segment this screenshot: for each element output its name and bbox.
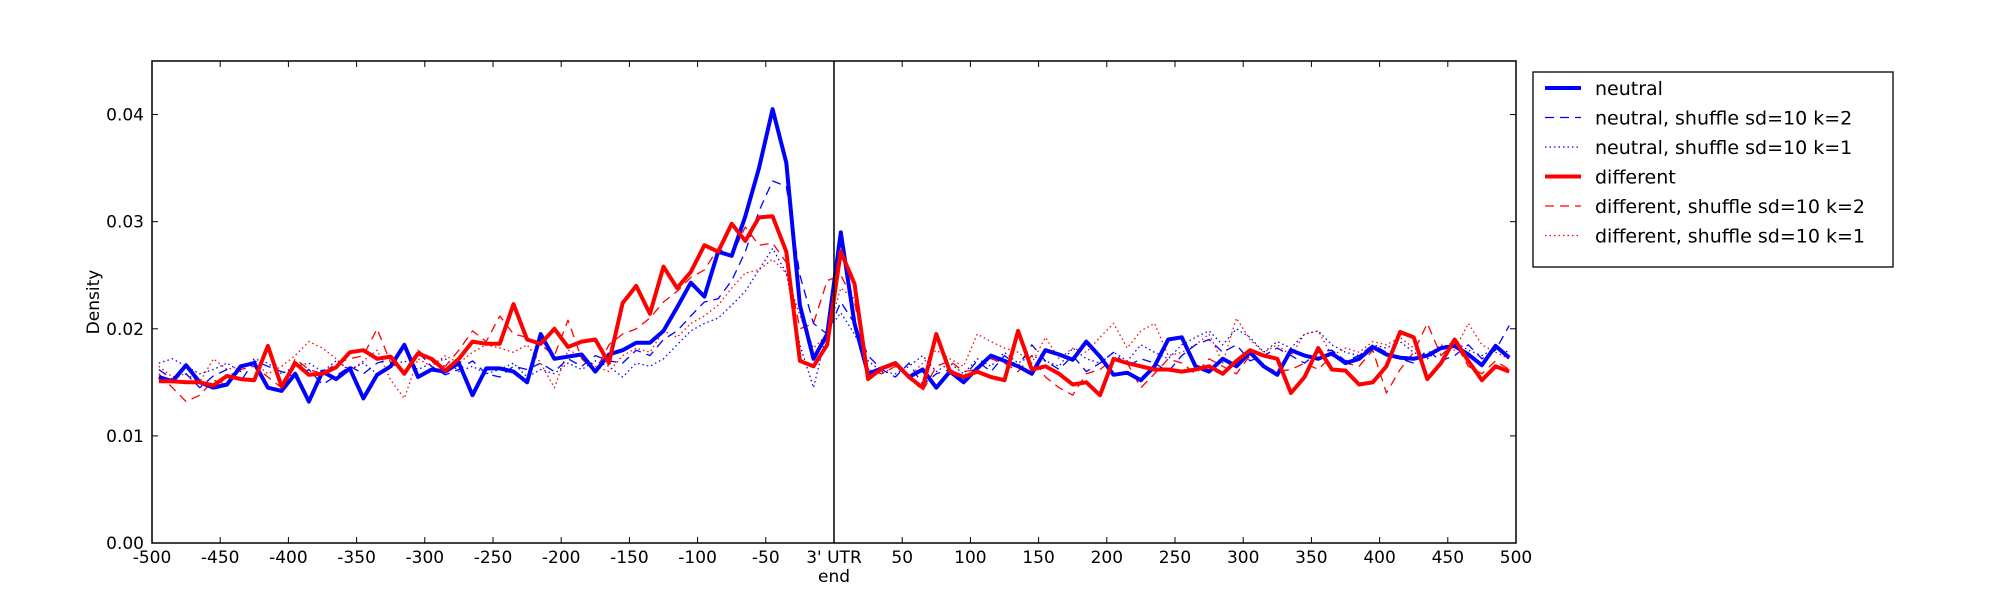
x-tick-sublabel: end — [818, 567, 850, 587]
x-tick-label: 400 — [1363, 548, 1395, 568]
x-tick-label: 500 — [1500, 548, 1532, 568]
x-tick-label: -450 — [201, 548, 240, 568]
y-tick-label: 0.00 — [106, 534, 144, 554]
legend: neutral neutral, shuffle sd=10 k=2 neutral… — [1532, 71, 1894, 268]
legend-label: neutral, shuffle sd=10 k=1 — [1595, 137, 1852, 159]
legend-label: neutral — [1595, 78, 1663, 100]
legend-label: different, shuffle sd=10 k=1 — [1595, 226, 1865, 248]
legend-label: different, shuffle sd=10 k=2 — [1595, 196, 1865, 218]
y-axis: 0.00 0.01 0.02 0.03 0.04 — [106, 106, 1516, 554]
x-axis: -500 -450 -400 -350 -300 -250 -200 -150 -100 -50 3… — [133, 61, 1532, 587]
x-tick-label: 350 — [1295, 548, 1327, 568]
y-axis-label: Density — [84, 270, 104, 335]
x-tick-label: 450 — [1432, 548, 1464, 568]
x-tick-label: 300 — [1227, 548, 1259, 568]
x-tick-label: 150 — [1022, 548, 1054, 568]
x-tick-label: 3' UTR — [806, 548, 862, 568]
y-tick-label: 0.03 — [106, 213, 144, 233]
x-tick-label: -100 — [678, 548, 717, 568]
y-tick-label: 0.02 — [106, 320, 144, 340]
legend-label: different — [1595, 167, 1676, 189]
x-tick-label: -250 — [474, 548, 513, 568]
x-tick-label: 250 — [1159, 548, 1191, 568]
x-tick-label: -200 — [542, 548, 581, 568]
y-tick-label: 0.01 — [106, 427, 144, 447]
x-tick-label: 100 — [954, 548, 986, 568]
x-tick-label: -400 — [269, 548, 308, 568]
legend-frame — [1532, 71, 1894, 268]
x-tick-label: 50 — [891, 548, 913, 568]
x-tick-label: -500 — [133, 548, 172, 568]
x-tick-label: 200 — [1091, 548, 1123, 568]
legend-label: neutral, shuffle sd=10 k=2 — [1595, 108, 1852, 130]
x-tick-label: -300 — [406, 548, 445, 568]
x-tick-label: -50 — [752, 548, 780, 568]
x-tick-label: -150 — [610, 548, 649, 568]
x-tick-label: -350 — [337, 548, 376, 568]
y-tick-label: 0.04 — [106, 106, 144, 126]
